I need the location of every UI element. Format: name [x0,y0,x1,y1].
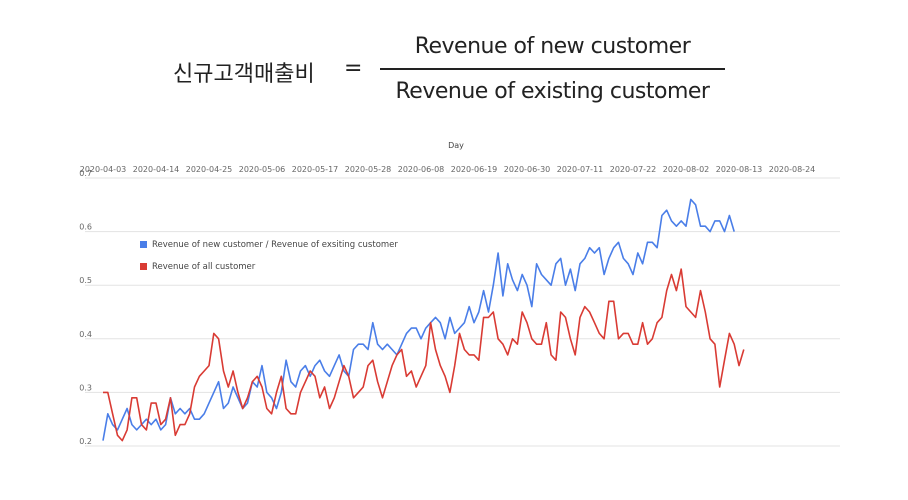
legend-entry: Revenue of all customer [152,262,256,272]
series-line-new-customer-ratio [102,198,735,441]
x-tick-label: 2020-08-24 [769,165,816,174]
x-tick-label: 2020-04-03 [80,165,127,174]
x-tick-label: 2020-07-22 [610,165,657,174]
y-tick-label: 0.7 [79,169,92,178]
legend-entry: Revenue of new customer / Revenue of exs… [152,240,398,250]
x-tick-label: 2020-05-17 [292,165,339,174]
fraction-bar [380,68,725,70]
x-tick-label: 2020-08-13 [716,165,763,174]
legend-swatch [140,263,147,270]
formula-numerator: Revenue of new customer [414,34,691,59]
x-tick-label: 2020-07-11 [557,165,604,174]
x-tick-label: 2020-06-19 [451,165,498,174]
y-tick-label: 0.6 [79,223,92,232]
x-tick-label: 2020-05-06 [239,165,286,174]
series-line-all-customer [103,268,745,442]
x-tick-label: 2020-05-28 [345,165,392,174]
formula-label: 신규고객매출비 [173,62,315,87]
legend-swatch [140,241,147,248]
x-tick-label: 2020-06-08 [398,165,445,174]
x-tick-label: 2020-04-14 [133,165,180,174]
formula-denominator: Revenue of existing customer [395,79,710,104]
formula-equals: = [344,56,363,81]
x-axis-title: Day [448,141,464,150]
y-tick-label: 0.4 [79,330,92,339]
x-tick-label: 2020-04-25 [186,165,233,174]
line-chart: Day 2020-04-03 2020-04-14 2020-04-25 2020-05… [79,141,840,447]
y-tick-label: 0.2 [79,437,92,446]
y-tick-label: 0.3 [79,383,92,392]
x-tick-label: 2020-06-30 [504,165,551,174]
ratio-formula: 신규고객매출비 = Revenue of new customer Revenu… [0,0,908,120]
x-tick-label: 2020-08-02 [663,165,710,174]
y-tick-label: 0.5 [79,276,92,285]
